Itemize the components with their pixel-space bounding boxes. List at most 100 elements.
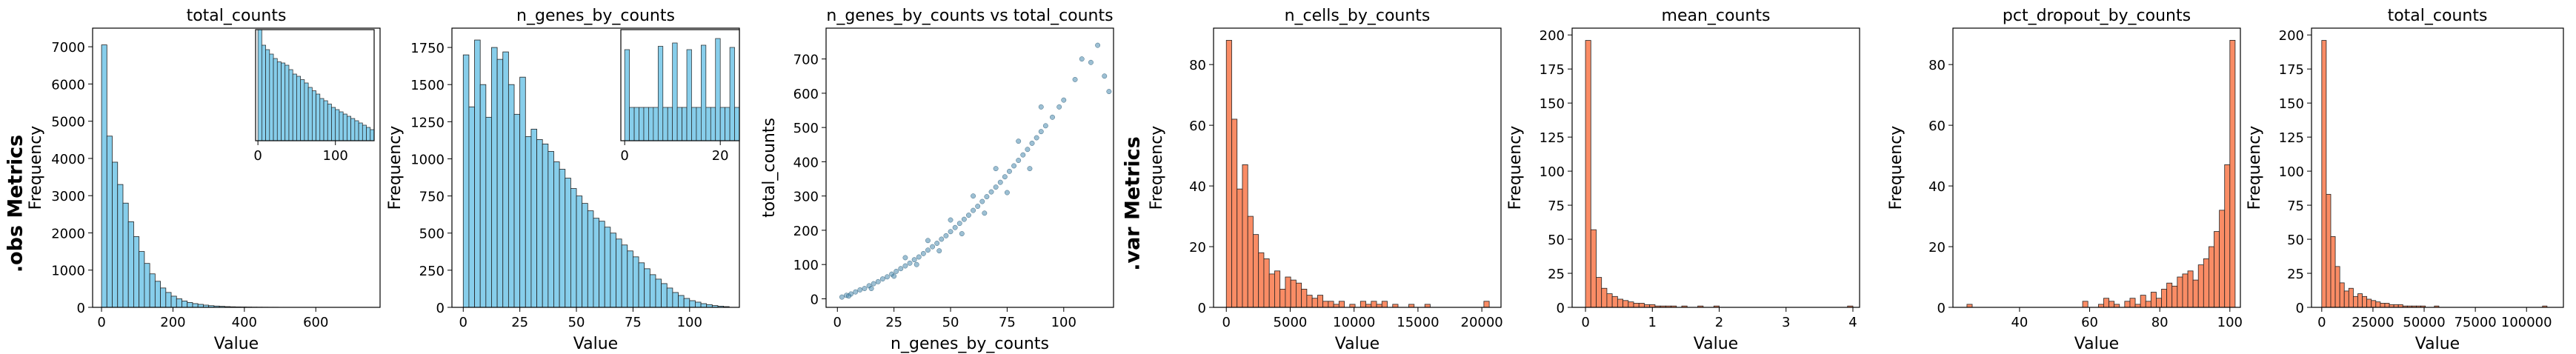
hist-bar [2224,164,2231,308]
y-axis-label: Frequency [27,126,45,210]
hist-bar [1408,304,1415,308]
hist-y-tick-label: 1000 [410,152,445,167]
hist-x-tick-label: 4 [1848,315,1857,330]
hist-bar [565,178,571,308]
scatter-point [1002,174,1008,180]
x-axis-label: Value [2074,335,2119,353]
scatter-frame [825,27,1114,308]
hist-y-tick-label: 500 [419,227,445,242]
inset-bar [335,109,340,141]
scatter-point [971,207,976,213]
inset-frame [620,29,740,141]
chart-panel-6: 40 60 80 100 0 20 40 60 80 pct_dropout_by_counts V… [1887,7,2243,353]
chart-panel-3: 0 25 50 75 100 0 100 200 300 400 500 600 700 n_genes_… [760,7,1114,353]
hist-bar [587,210,594,308]
hist-bar [182,301,188,308]
scatter-point [907,260,913,266]
hist-bar [2197,264,2204,308]
hist-x-tick-label: 0 [1581,315,1589,330]
scatter-point [1038,104,1044,110]
inset-x-tick-label: 100 [323,148,348,164]
scatter-point [891,273,897,279]
hist-bar [2171,285,2178,308]
inset-bar [715,38,721,141]
hist-bar [627,250,633,308]
scatter-point [1106,89,1112,94]
hist-bar [122,202,129,308]
hist-bar [2082,301,2089,308]
hist-frame [451,27,740,308]
hist-bar [1268,273,1275,308]
scatter-point [1029,141,1035,146]
hist-y-tick-label: 75 [2287,198,2304,214]
inset-bar [633,107,639,141]
hist-bar [1483,301,1490,308]
hist-x-tick-label: 3 [1782,315,1790,330]
hist-bar [2129,298,2136,308]
inset-histogram: 0 100 [253,29,375,164]
scatter-point [911,257,917,263]
scatter-point [898,266,904,272]
hist-y-tick-label: 150 [1540,96,1565,112]
hist-bar [2326,193,2332,308]
hist-bar [1966,304,1973,308]
scatter-point [979,198,985,204]
hist-frame [1952,27,2241,308]
hist-bar [2343,290,2349,308]
hist-bar [2166,282,2173,308]
row-label-obs: .obs Metrics [4,135,27,273]
hist-x-tick-label: 1 [1648,315,1657,330]
hist-x-tick-label: 5000 [1274,315,1308,330]
hist-x-tick-label: 0 [1222,315,1231,330]
scatter-point [1072,76,1078,82]
hist-bar [553,161,560,308]
scatter-point [952,224,958,230]
scatter-point [1027,166,1033,172]
row-label-var: .var Metrics [1122,136,1145,271]
hist-bar [1359,301,1366,308]
hist-y-tick-label: 6000 [51,77,85,93]
hist-y-tick-label: 1500 [410,78,445,93]
hist-x-tick-label: 0 [459,315,467,330]
hist-bar [112,161,119,308]
scatter-y-tick-label: 200 [793,224,819,239]
hist-bar [2114,304,2120,308]
hist-bar [485,116,492,308]
hist-bar [661,283,668,308]
hist-y-tick-label: 40 [1928,179,1946,195]
hist-x-tick-label: 0 [97,315,105,330]
hist-x-tick-label: 80 [2151,315,2169,330]
inset-bar [339,111,344,141]
scatter-point [934,241,940,246]
chart-panel-1: 0 200 400 60001000200030004000500060007000t… [27,7,381,353]
hist-bar [2375,301,2381,308]
inset-bar [710,107,716,141]
hist-bar [2352,295,2358,308]
scatter-point [1102,73,1108,79]
hist-bar [536,138,543,308]
inset-bar [370,129,375,141]
hist-bar [2161,289,2168,308]
hist-bar [2214,231,2220,308]
hist-bar [479,84,487,308]
scatter-point [1088,59,1094,65]
hist-bar [2134,304,2141,308]
hist-y-tick-label: 0 [1937,301,1946,316]
scatter-point [1016,138,1022,144]
scatter-point [1011,163,1016,169]
inset-bar [667,107,673,141]
hist-bar [1258,252,1265,308]
scatter-point [930,244,935,250]
scatter-point [1079,56,1085,62]
scatter-point [902,255,908,261]
hist-bar [1349,304,1356,308]
hist-y-tick-label: 0 [1557,301,1565,316]
hist-bar [1590,229,1597,308]
scatter-x-tick-label: 100 [1051,315,1076,330]
hist-bar [192,303,199,308]
hist-bar [106,136,113,308]
hist-y-tick-label: 7000 [51,40,85,56]
scatter-point [1038,129,1044,135]
inset-bar [705,107,711,141]
inset-bar [686,49,692,141]
